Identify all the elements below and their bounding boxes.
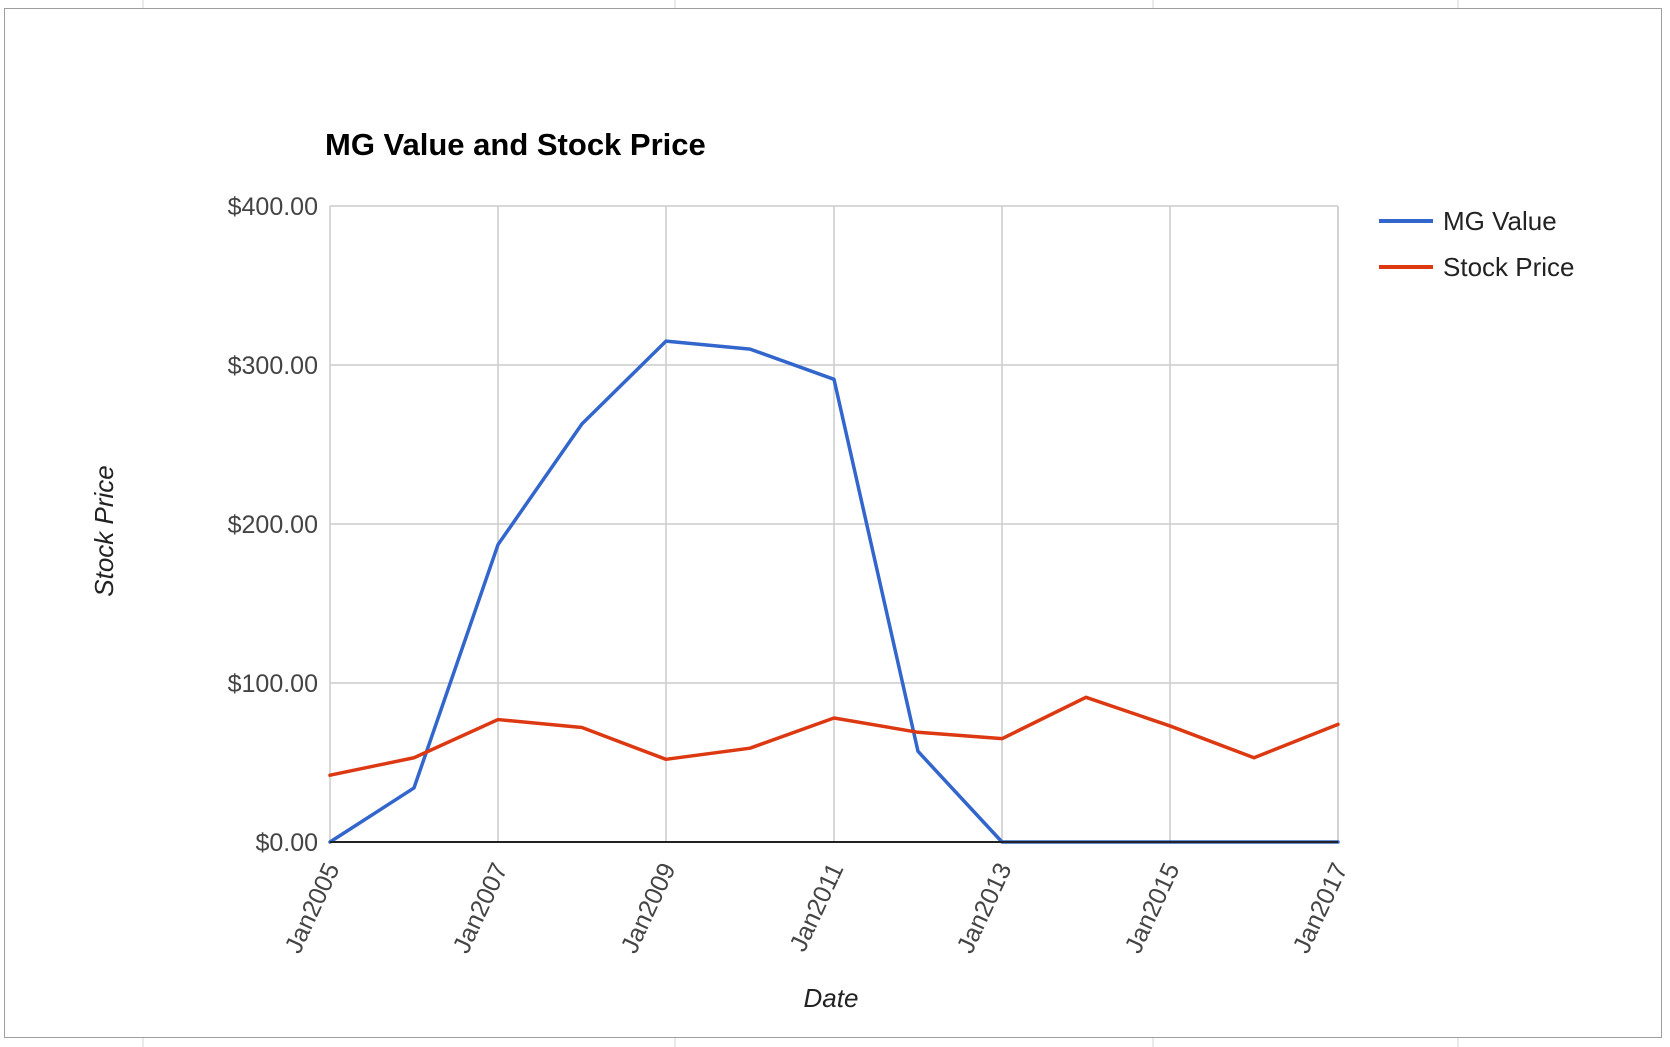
data-point-stock-price[interactable] xyxy=(916,730,920,734)
x-tick-label: Jan2009 xyxy=(616,859,682,958)
chart-container[interactable]: MG Value and Stock Price $0.00 $100.00 $20… xyxy=(4,8,1662,1038)
legend-label-mg-value: MG Value xyxy=(1443,206,1557,236)
legend-label-stock-price: Stock Price xyxy=(1443,252,1575,282)
data-point-stock-price[interactable] xyxy=(412,756,416,760)
gridlines xyxy=(329,205,1339,843)
data-point-stock-price[interactable] xyxy=(748,746,752,750)
data-point-mg-value[interactable] xyxy=(412,786,416,790)
x-tick-label: Jan2015 xyxy=(1120,859,1186,958)
y-axis-ticks: $0.00 $100.00 $200.00 $300.00 $400.00 xyxy=(228,193,318,857)
y-tick-label: $200.00 xyxy=(228,511,318,539)
data-point-mg-value[interactable] xyxy=(580,422,584,426)
legend: MG Value Stock Price xyxy=(1379,206,1575,282)
data-point-stock-price[interactable] xyxy=(496,718,500,722)
data-point-mg-value[interactable] xyxy=(496,543,500,547)
data-point-stock-price[interactable] xyxy=(664,757,668,761)
data-point-mg-value[interactable] xyxy=(916,749,920,753)
x-tick-label: Jan2017 xyxy=(1288,859,1354,958)
line-chart: MG Value and Stock Price $0.00 $100.00 $20… xyxy=(89,127,1575,1013)
y-axis-title: Stock Price xyxy=(89,465,119,597)
data-point-stock-price[interactable] xyxy=(1000,737,1004,741)
data-point-stock-price[interactable] xyxy=(1084,695,1088,699)
x-tick-label: Jan2007 xyxy=(448,859,514,958)
x-axis-title: Date xyxy=(804,983,859,1013)
data-point-stock-price[interactable] xyxy=(580,726,584,730)
chart-title: MG Value and Stock Price xyxy=(325,127,706,162)
x-tick-label: Jan2013 xyxy=(952,859,1018,958)
data-point-mg-value[interactable] xyxy=(664,339,668,343)
data-point-stock-price[interactable] xyxy=(1168,724,1172,728)
y-tick-label: $300.00 xyxy=(228,352,318,380)
series-line-stock-price[interactable] xyxy=(328,695,1340,777)
data-point-mg-value[interactable] xyxy=(832,377,836,381)
x-axis-ticks: Jan2005 Jan2007 Jan2009 Jan2011 Jan2013 Jan20… xyxy=(280,859,1354,958)
data-point-mg-value[interactable] xyxy=(748,347,752,351)
data-point-stock-price[interactable] xyxy=(1252,756,1256,760)
x-tick-label: Jan2005 xyxy=(280,859,346,958)
x-tick-label: Jan2011 xyxy=(784,859,849,956)
y-tick-label: $100.00 xyxy=(228,670,318,698)
y-tick-label: $400.00 xyxy=(228,193,318,221)
data-point-stock-price[interactable] xyxy=(328,773,332,777)
data-point-stock-price[interactable] xyxy=(1336,722,1340,726)
y-tick-label: $0.00 xyxy=(255,829,318,857)
data-point-stock-price[interactable] xyxy=(832,716,836,720)
